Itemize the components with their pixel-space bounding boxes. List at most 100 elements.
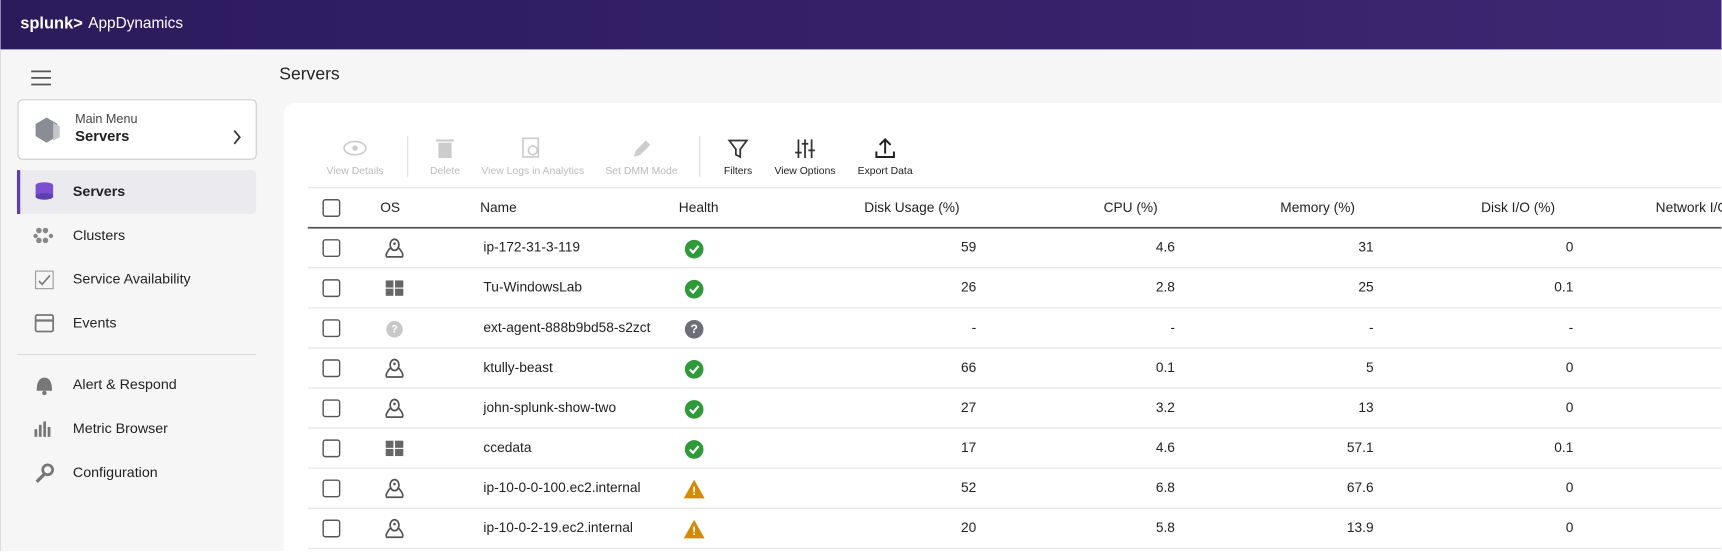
icon	[385, 280, 404, 296]
table-cell: ktully-beast	[483, 360, 553, 375]
nav-selected-bar	[16, 170, 21, 215]
nav-item[interactable]: Alert & Respond	[36, 377, 177, 396]
toolbar-button: Delete	[430, 139, 460, 177]
table-cell: -	[1369, 320, 1374, 335]
toolbar-label: Filters	[724, 166, 752, 177]
row-checkbox[interactable]	[322, 279, 341, 298]
row-checkbox[interactable]	[322, 439, 341, 458]
icon	[727, 139, 749, 159]
svg-text:?: ?	[690, 322, 697, 336]
table-cell: 5.8	[1156, 520, 1175, 535]
table-cell: 26	[961, 280, 977, 295]
nav-item[interactable]: Clusters	[33, 228, 125, 244]
table-cell: 25	[1358, 280, 1374, 295]
icon	[33, 227, 54, 244]
table-cell: 0	[1566, 240, 1574, 255]
table-cell: -	[972, 320, 977, 335]
icon: !	[683, 519, 705, 539]
table-cell: 0.1	[1156, 360, 1175, 375]
table-cell: 5	[1366, 360, 1374, 375]
table-cell: 0.1	[1554, 440, 1573, 455]
icon	[34, 421, 51, 437]
toolbar-label: View Details	[326, 166, 383, 177]
row-checkbox[interactable]	[322, 519, 341, 538]
table-cell: 59	[961, 240, 976, 255]
row-checkbox[interactable]	[322, 399, 341, 418]
toolbar-button[interactable]: View Options	[774, 139, 836, 177]
page-title: Servers	[279, 63, 340, 83]
icon	[684, 400, 704, 419]
product-name: AppDynamics	[88, 15, 183, 32]
svg-text:?: ?	[391, 324, 398, 336]
table-cell: ext-agent-888b9bd58-s2zct	[483, 320, 650, 335]
table-cell: 31	[1358, 240, 1373, 255]
svg-text:!: !	[692, 484, 696, 498]
table-cell: Tu-WindowsLab	[483, 280, 582, 295]
icon	[35, 182, 54, 200]
nav-label: Configuration	[73, 465, 158, 481]
toolbar-button: View Logs in Analytics	[481, 137, 584, 177]
icon	[385, 440, 404, 457]
content-card	[283, 103, 1722, 556]
icon: !	[683, 479, 705, 499]
toolbar-label: View Logs in Analytics	[481, 166, 584, 177]
column-header: Disk Usage (%)	[864, 200, 959, 215]
column-header: CPU (%)	[1104, 200, 1158, 215]
icon	[875, 137, 895, 158]
nav-label: Clusters	[73, 228, 125, 244]
icon	[36, 377, 53, 396]
column-header: Name	[480, 200, 517, 215]
row-checkbox[interactable]	[322, 319, 341, 338]
table-cell: 0	[1566, 480, 1574, 495]
table-cell: ip-10-0-2-19.ec2.internal	[483, 520, 632, 535]
icon	[684, 440, 704, 459]
toolbar-label: Export Data	[858, 166, 913, 177]
table-cell: 2.8	[1156, 280, 1175, 295]
icon	[385, 518, 404, 539]
nav-item[interactable]: Configuration	[35, 463, 158, 484]
nav-label: Servers	[73, 184, 125, 200]
toolbar-button: Set DMM Mode	[605, 140, 678, 177]
column-header: Network I/O	[1656, 200, 1722, 215]
icon	[385, 478, 404, 499]
table-cell: -	[1170, 320, 1175, 335]
row-checkbox[interactable]	[322, 479, 341, 498]
menu-label: Main Menu	[75, 112, 137, 126]
column-header: Disk I/O (%)	[1481, 200, 1555, 215]
table-cell: john-splunk-show-two	[482, 400, 616, 415]
toolbar-label: Delete	[430, 166, 460, 177]
table-cell: 52	[961, 480, 976, 495]
nav-item[interactable]: Events	[34, 314, 117, 333]
hamburger[interactable]	[31, 70, 51, 86]
icon	[385, 398, 404, 418]
nav-selected-bg	[16, 170, 257, 215]
table-cell: 20	[961, 520, 977, 535]
table-cell: -	[1569, 320, 1574, 335]
nav-item[interactable]: Metric Browser	[34, 421, 169, 437]
table-cell: 3.2	[1156, 400, 1175, 415]
toolbar-button[interactable]: Export Data	[858, 137, 913, 177]
table-cell: 6.8	[1156, 480, 1175, 495]
icon	[684, 239, 704, 259]
row-checkbox[interactable]	[322, 359, 341, 378]
main-menu-button[interactable]: Main Menu Servers	[17, 99, 257, 160]
table-cell: 4.6	[1156, 240, 1175, 255]
icon	[343, 140, 367, 156]
table-cell: ip-10-0-0-100.ec2.internal	[483, 480, 640, 495]
nav-label: Metric Browser	[73, 421, 168, 437]
icon	[35, 270, 54, 290]
nav-label: Service Availability	[73, 272, 192, 288]
table-cell: 17	[961, 440, 976, 455]
nav-item[interactable]: Servers	[35, 182, 126, 200]
icon	[436, 139, 454, 159]
svg-text:!: !	[692, 524, 696, 538]
icon	[795, 139, 815, 159]
nav-item[interactable]: Service Availability	[35, 270, 192, 290]
row-checkbox[interactable]	[322, 239, 341, 258]
icon	[684, 279, 704, 299]
table-cell: 67.6	[1347, 480, 1374, 495]
toolbar-button[interactable]: Filters	[724, 139, 752, 177]
table-cell: 57.1	[1347, 440, 1374, 455]
select-all-checkbox[interactable]	[322, 199, 341, 217]
